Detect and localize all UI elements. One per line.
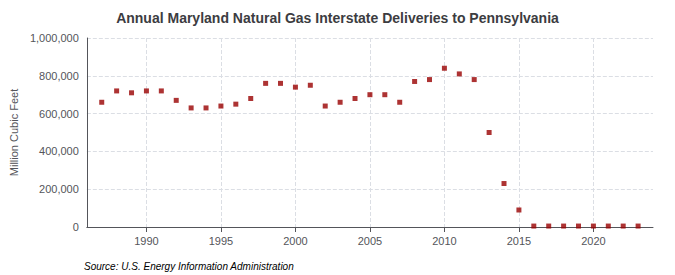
svg-text:800,000: 800,000 <box>39 70 79 82</box>
svg-text:2005: 2005 <box>358 235 382 247</box>
svg-text:Source: U.S. Energy Informatio: Source: U.S. Energy Information Administ… <box>84 261 294 272</box>
svg-text:2000: 2000 <box>283 235 307 247</box>
svg-text:1,000,000: 1,000,000 <box>30 32 79 44</box>
svg-text:400,000: 400,000 <box>39 145 79 157</box>
svg-text:1990: 1990 <box>134 235 158 247</box>
svg-text:Annual Maryland Natural Gas In: Annual Maryland Natural Gas Interstate D… <box>116 10 559 26</box>
svg-text:1995: 1995 <box>209 235 233 247</box>
svg-text:600,000: 600,000 <box>39 108 79 120</box>
svg-text:200,000: 200,000 <box>39 183 79 195</box>
svg-text:2015: 2015 <box>507 235 531 247</box>
svg-text:0: 0 <box>73 221 79 233</box>
svg-text:Million Cubic Feet: Million Cubic Feet <box>8 89 20 176</box>
svg-text:2010: 2010 <box>432 235 456 247</box>
svg-text:2020: 2020 <box>581 235 605 247</box>
